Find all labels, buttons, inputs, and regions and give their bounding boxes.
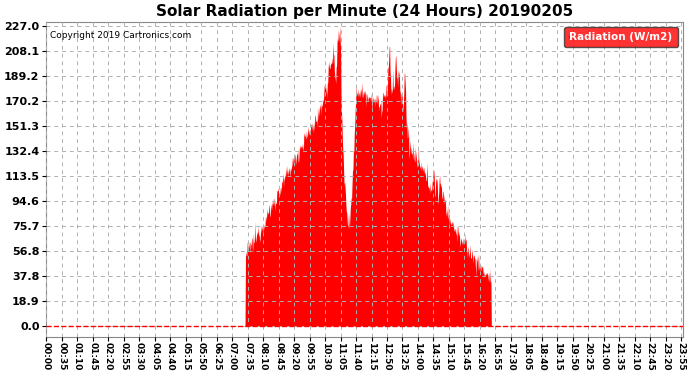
Title: Solar Radiation per Minute (24 Hours) 20190205: Solar Radiation per Minute (24 Hours) 20… xyxy=(156,4,573,19)
Legend: Radiation (W/m2): Radiation (W/m2) xyxy=(564,27,678,47)
Text: Copyright 2019 Cartronics.com: Copyright 2019 Cartronics.com xyxy=(50,31,191,40)
